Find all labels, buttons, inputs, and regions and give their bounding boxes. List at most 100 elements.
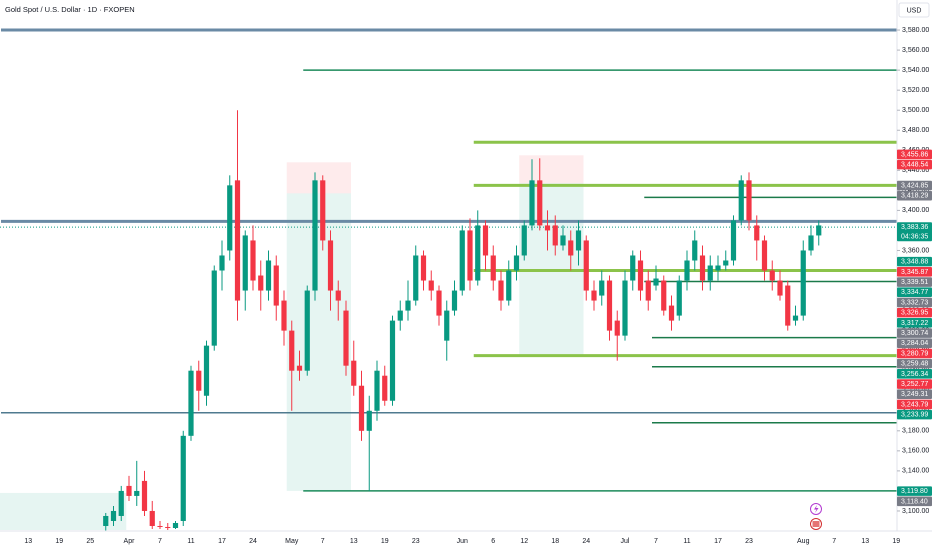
x-tick-label: 19 [381,538,389,545]
price-tag-box [897,297,932,308]
price-tag-label: 3,118.40 [901,498,928,505]
price-tag: 3,345.87 [897,267,932,277]
candle-body [141,480,148,511]
x-tick-label: 23 [745,538,753,545]
price-tag-box [897,486,932,496]
price-tag-label: 3,119.80 [901,488,928,495]
candle-body [521,225,527,256]
countdown-label: 04:36:35 [901,233,928,240]
candle-body [591,290,597,301]
price-tag-label: 3,256.34 [901,371,928,378]
candle-body [808,235,814,251]
price-tag-box [897,338,932,349]
candle-body [250,240,256,281]
candle-body [622,280,628,336]
candle-body [583,240,589,291]
price-tag: 3,424.85 [897,180,932,191]
y-tick-label: 3,180.00 [902,428,929,435]
x-tick-label: 25 [86,538,94,545]
candle-body [413,255,419,301]
x-tick-label: 19 [55,538,63,545]
price-tag: 3,348.88 [897,256,932,267]
candle-body [211,270,217,346]
candle-body [692,240,698,261]
candle-body [482,225,489,256]
y-tick-label: 3,480.00 [902,127,929,134]
y-tick-label: 3,420.00 [902,187,929,194]
candle-body [188,370,194,436]
price-tag-box [897,409,932,420]
price-tag-box [897,399,932,410]
y-tick-label: 3,100.00 [902,508,929,515]
candle-body [405,300,411,311]
candle-body [668,305,675,321]
candle-body [800,250,806,316]
x-tick-label: 6 [491,538,495,545]
y-tick-label: 3,140.00 [902,468,929,475]
candle-body [506,270,512,301]
candle-body [196,370,202,391]
candle-body [699,255,706,281]
candle-body [234,180,241,301]
price-tag-label: 3,252.77 [901,381,928,388]
x-tick-label: 7 [158,538,162,545]
candle-body [219,255,225,271]
price-tag: 3,326.95 [897,307,932,318]
plot-area [0,28,897,531]
price-tag-label: 3,348.88 [901,259,928,266]
candle-body [444,310,450,341]
lightning [814,505,819,513]
price-tag-box [897,190,932,201]
candle-body [614,320,620,336]
y-tick-label: 3,360.00 [902,247,929,254]
candle-body [428,280,434,291]
currency-button[interactable] [898,2,930,18]
price-tag-box [897,307,932,318]
candle-body [296,365,303,371]
candle-body [513,255,520,271]
price-tag-label: 3,418.29 [901,193,928,200]
price-tag: 3,418.29 [897,190,932,201]
candle-body [459,230,465,291]
event-icons [810,503,822,530]
candle-body [568,240,574,256]
price-tag: 3,118.40 [897,496,932,507]
currency-label[interactable]: USD [907,7,922,14]
candle-body [335,290,341,301]
candle-body [723,260,729,266]
candle-body [599,280,605,296]
price-tag-label: 3,233.99 [901,412,928,419]
x-tick-label: 13 [861,538,869,545]
price-tag-box [897,256,932,267]
candle-body [203,345,210,396]
candle-body [761,240,768,271]
y-tick-label: 3,440.00 [902,167,929,174]
price-tag: 3,300.74 [897,328,932,338]
price-tag-label: 3,284.04 [901,340,928,347]
symbol-title: Gold Spot / U.S. Dollar · 1D · FXOPEN [5,5,135,14]
price-tag-box [897,277,932,287]
price-tag-box [897,318,932,328]
candle-body [180,435,186,521]
candle-body [645,280,651,301]
candle-body [653,278,659,286]
y-tick-label: 3,540.00 [902,67,929,74]
price-tag: 3,249.31 [897,389,932,400]
candle-body [351,360,357,386]
candle-body [320,180,326,241]
candle-body [165,526,171,528]
y-tick-label: 3,400.00 [902,207,929,214]
price-tag: 3,334.77 [897,287,932,298]
price-tag: 3,383.36 04:36:35 [897,222,932,242]
candle-body [382,375,388,401]
candle-body [157,525,163,527]
price-tag-box [897,379,932,389]
candle-body [227,185,233,251]
y-tick-label: 3,560.00 [902,47,929,54]
x-tick-label: 23 [412,538,420,545]
candle-body [575,230,582,251]
price-tag: 3,280.79 [897,348,932,359]
x-tick-label: 13 [24,538,32,545]
price-tag-label: 3,345.87 [901,269,928,276]
candle-body [661,280,667,311]
